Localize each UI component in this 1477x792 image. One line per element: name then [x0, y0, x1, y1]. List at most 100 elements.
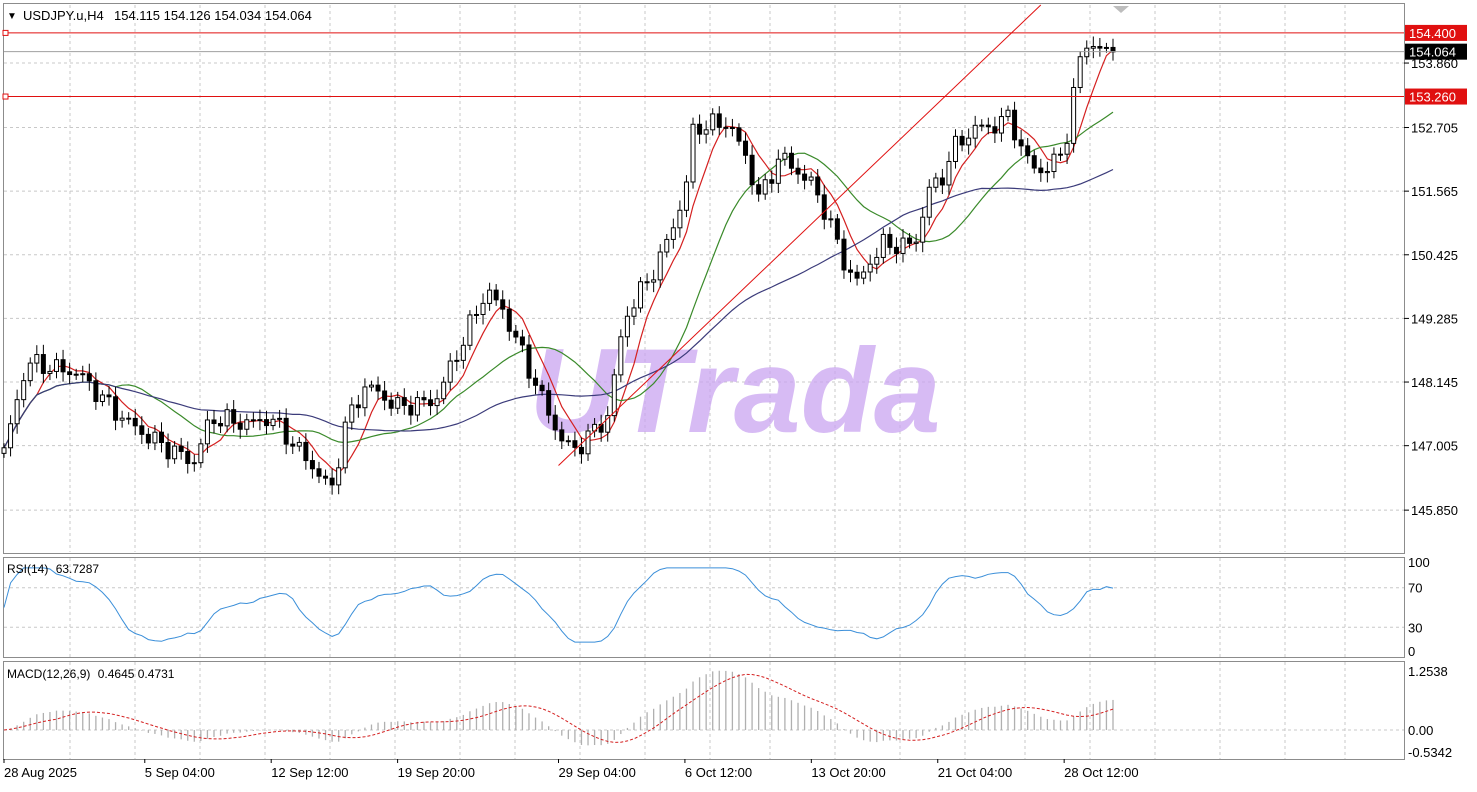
candle-body [290, 443, 296, 447]
candle [972, 115, 978, 148]
candle [290, 436, 296, 455]
macd-signal-line [3, 673, 1114, 743]
sma-mid-line [3, 111, 1114, 449]
candle [1031, 150, 1037, 174]
candle [408, 395, 414, 425]
candle-body [277, 417, 283, 420]
candle [1018, 129, 1024, 156]
macd-tick-label: 1.2538 [1408, 664, 1448, 679]
level-handle[interactable] [2, 29, 9, 36]
price-tick-label: 153.860 [1411, 56, 1458, 71]
candle [53, 352, 59, 379]
candle-body [323, 475, 329, 479]
candle-body [309, 460, 315, 470]
candle [880, 228, 886, 264]
candle [572, 431, 578, 457]
candle [749, 145, 755, 195]
candle [211, 410, 217, 434]
candle [493, 284, 499, 306]
candle-body [611, 374, 617, 417]
candle-body [670, 227, 676, 240]
candle [342, 416, 348, 474]
candle-body [441, 381, 447, 400]
price-panel-frame[interactable] [3, 3, 1405, 554]
candle-body [1071, 86, 1077, 144]
candle [565, 435, 571, 447]
candle-body [1018, 139, 1024, 147]
candle [349, 397, 355, 430]
rsi-tick-label: 100 [1408, 555, 1430, 570]
candle [907, 233, 913, 249]
candle-body [34, 354, 40, 364]
candle-body [631, 307, 637, 317]
candle [447, 353, 453, 391]
candle [460, 336, 466, 369]
candle-body [946, 160, 952, 186]
macd-value: 0.4645 0.4731 [98, 667, 175, 681]
candle-body [985, 124, 991, 128]
candle [395, 391, 401, 414]
candle [362, 378, 368, 417]
trendline-segment[interactable] [558, 4, 1042, 466]
candle [775, 149, 781, 194]
candle [487, 282, 493, 311]
candle-body [27, 362, 33, 382]
current-price-tag-text: 154.064 [1409, 45, 1456, 60]
candle [454, 350, 460, 372]
candle-body [992, 126, 998, 134]
macd-panel-frame[interactable] [3, 661, 1405, 760]
rsi-panel-frame[interactable] [3, 557, 1405, 658]
candle-body [854, 271, 860, 279]
candle [664, 233, 670, 258]
candle-body [99, 394, 105, 402]
candle-body [697, 123, 703, 135]
candle [887, 227, 893, 255]
candle [1058, 147, 1064, 161]
trendline[interactable] [558, 4, 1042, 466]
candle-body [749, 154, 755, 186]
candle [946, 151, 952, 195]
candle [913, 233, 919, 252]
candle [513, 324, 519, 344]
candle [106, 386, 112, 406]
candle-body [1090, 46, 1096, 49]
candle [638, 277, 644, 313]
level-handle[interactable] [2, 93, 9, 100]
candle [355, 394, 361, 418]
candle [1044, 161, 1050, 183]
candle [224, 403, 230, 433]
rsi-value: 63.7287 [56, 562, 100, 576]
candle-body [1025, 145, 1031, 157]
candle-body [480, 302, 486, 315]
candle [473, 305, 479, 324]
candle [1, 443, 7, 458]
candles [1, 36, 1116, 495]
time-tick-label: 28 Oct 12:00 [1064, 765, 1138, 780]
scroll-marker-icon[interactable] [1113, 6, 1129, 13]
watermark: UTrada [529, 324, 940, 458]
candle-body [848, 269, 854, 273]
candle-body [1064, 142, 1070, 155]
dropdown-arrow-icon[interactable]: ▼ [7, 11, 17, 22]
candle [1077, 51, 1083, 94]
candle-body [506, 308, 512, 332]
candle-body [428, 399, 434, 407]
candle-body [808, 176, 814, 181]
candle-body [933, 177, 939, 188]
candle [1097, 37, 1103, 57]
candle-body [473, 313, 479, 316]
candle-body [447, 360, 453, 383]
candle [854, 264, 860, 286]
candle-body [552, 414, 558, 431]
candle-body [244, 419, 250, 430]
candle-body [966, 137, 972, 146]
candle [1012, 101, 1018, 149]
candle [67, 362, 73, 384]
candle-body [500, 299, 506, 310]
candle-body [998, 116, 1004, 134]
candle [60, 349, 66, 382]
current-price-tag [1405, 43, 1467, 60]
horizontal-levels[interactable]: 154.400 153.260 154.064 [2, 24, 1467, 105]
candle-body [651, 279, 657, 283]
candle [795, 158, 801, 184]
